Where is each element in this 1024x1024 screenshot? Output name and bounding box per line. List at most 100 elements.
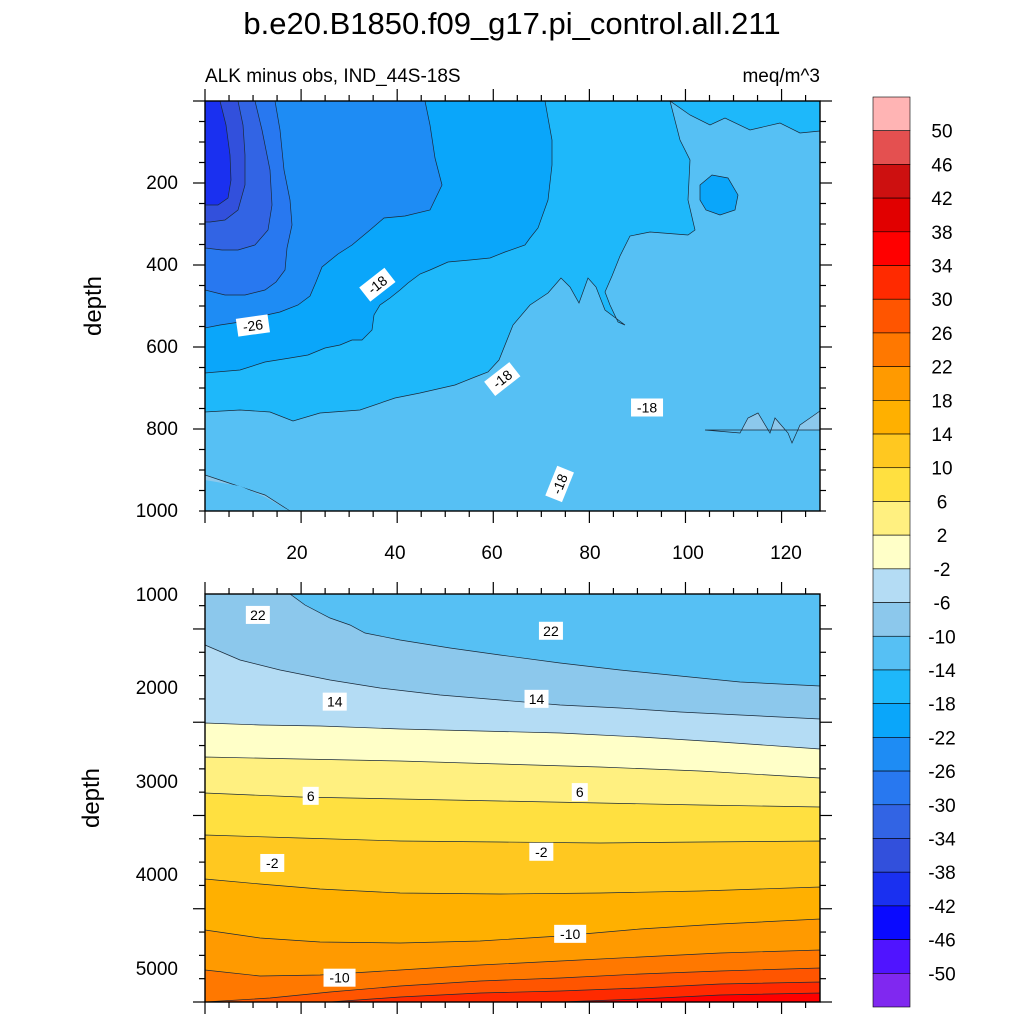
colorbar-label: 38 [931,223,952,244]
colorbar-swatch [872,96,911,132]
contour-label-text: -2 [535,844,548,860]
contour-label: -10 [323,968,356,987]
contour-label-text: 14 [529,691,545,707]
colorbar-swatch [872,534,911,570]
colorbar-swatch [872,838,911,873]
upper-y-tick-label: 800 [146,419,178,440]
colorbar-label: 30 [931,290,952,311]
contour-label-bg [322,692,347,711]
colorbar-swatch [872,770,911,806]
lower-contour-field [204,593,821,1003]
contour-label-bg [245,605,270,624]
contour-label: 14 [322,692,347,711]
colorbar-label: 26 [931,324,952,345]
colorbar-label: 14 [931,425,953,446]
upper-contour-field [204,100,821,512]
upper-subtitle-left: ALK minus obs, IND_44S-18S [205,66,461,87]
upper-y-tick-label: 600 [146,337,178,358]
upper-x-tick-label: 100 [672,543,704,564]
upper-contour-labels: -26-18-18-18-18 [235,267,664,503]
contour-label: 22 [538,621,563,640]
contour-label-bg [538,621,563,640]
upper-y-tick-label: 400 [146,255,178,276]
colorbar-swatch [872,703,911,738]
lower-y-axis-label: depth [78,768,105,828]
contour-label-bg [545,465,574,503]
upper-x-tick-label: 20 [286,543,307,564]
colorbar-label: 50 [931,122,952,143]
colorbar-swatch [872,737,911,772]
upper-patch-right [699,174,739,216]
colorbar-label: -30 [928,796,955,817]
colorbar-swatch [872,939,911,974]
lower-y-tick-labels: 1000 2000 3000 4000 5000 [136,585,178,980]
colorbar-swatch [872,905,911,940]
lower-plot-frame [204,593,821,1003]
upper-band-m42 [204,100,232,206]
colorbar-label: 18 [931,391,952,412]
lower-y-tick-label: 1000 [136,585,178,606]
colorbar-swatch [872,265,911,300]
contour-label-text: 14 [327,694,343,710]
contour-label: -2 [529,842,554,861]
colorbar-swatch [872,972,911,1008]
contour-label-bg [524,689,549,708]
colorbar-label: -38 [928,863,955,884]
contour-label-text: 6 [576,784,584,800]
colorbar-swatch [872,400,911,435]
upper-axis-ticks [193,89,832,523]
upper-patch-left [205,480,290,511]
figure-title: b.e20.B1850.f09_g17.pi_control.all.211 [243,6,780,41]
contour-label: 14 [524,689,549,708]
contour-label-bg [571,783,588,802]
upper-x-tick-label: 120 [770,543,802,564]
colorbar-swatch [872,130,911,165]
contour-label-text: -10 [329,970,349,986]
colorbar-swatch [872,298,911,334]
contour-label-bg [631,398,664,417]
contour-label-bg [529,842,554,861]
colorbar-label: -50 [928,964,955,985]
colorbar-label: -14 [928,661,956,682]
colorbar-swatch [872,871,911,907]
lower-y-tick-label: 2000 [136,678,178,699]
contour-label-text: 6 [307,788,315,804]
contour-label-text: 22 [250,607,266,623]
colorbar-swatch [872,164,911,199]
contour-label: -18 [631,398,664,417]
colorbar-swatch [872,197,911,233]
contour-label-bg [554,924,587,943]
upper-y-tick-label: 1000 [136,501,178,522]
colorbar-swatch [872,501,911,536]
colorbar-label: 42 [931,189,952,210]
contour-label-text: -10 [560,926,580,942]
contour-label-bg [260,853,285,872]
colorbar-swatch [872,568,911,603]
colorbar-label: 10 [931,459,952,480]
colorbar-label: 46 [931,155,952,176]
contour-label: -10 [554,924,587,943]
upper-x-tick-label: 60 [481,543,502,564]
colorbar-label: -10 [928,627,955,648]
colorbar-label: -42 [928,897,955,918]
contour-label: -18 [545,465,574,503]
contour-label-bg [484,362,521,396]
contour-label-bg [359,267,396,302]
contour-label: 22 [245,605,270,624]
colorbar-swatch [872,602,911,637]
colorbar-label: -26 [928,762,955,783]
lower-contour-labels: -10 -10 -2 -2 6 6 14 14 22 22 [245,605,588,987]
colorbar-label: -46 [928,931,955,952]
colorbar-swatch [872,433,911,469]
contour-label-text: -18 [637,400,657,416]
colorbar-label: 22 [931,358,952,379]
contour-label-bg [235,314,271,337]
colorbar-swatch [872,804,911,839]
colorbar: 50 46 42 38 34 30 26 22 18 14 10 6 2 -2 -6 -10 -14 -18 -22… [872,96,956,1008]
upper-y-axis-label: depth [80,276,107,336]
upper-y-tick-labels: 200 400 600 800 1000 [136,173,178,522]
colorbar-label: -34 [928,829,956,850]
lower-y-tick-label: 4000 [136,865,178,886]
colorbar-label: -2 [934,560,951,581]
